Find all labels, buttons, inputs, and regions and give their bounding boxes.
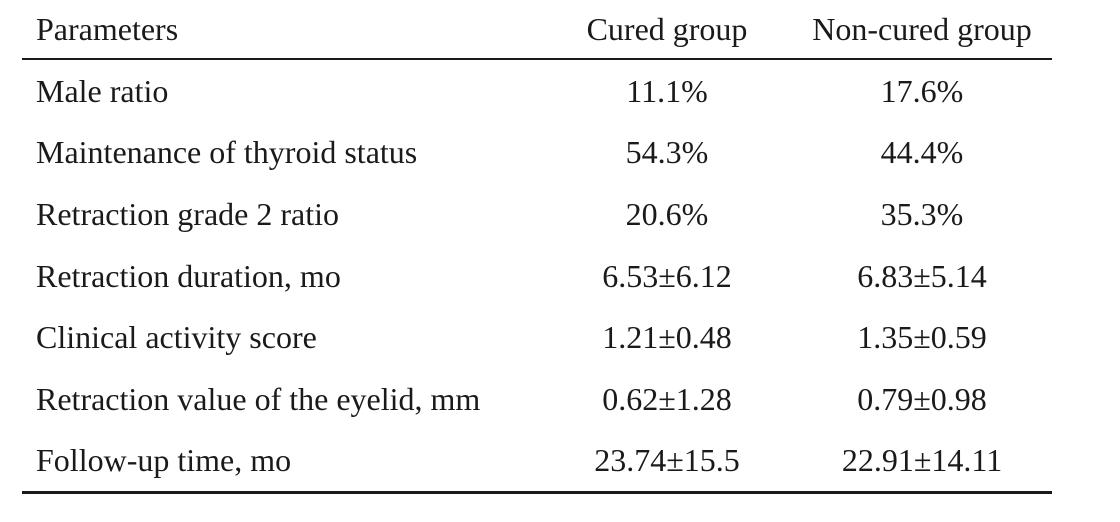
parameter-cell: Male ratio [36, 72, 169, 109]
non-cured-value-cell: 35.3% [880, 195, 964, 232]
cured-value-cell: 20.6% [625, 195, 709, 232]
table-row: Retraction grade 2 ratio 20.6% 35.3% [22, 183, 1052, 245]
table-row: Maintenance of thyroid status 54.3% 44.4… [22, 122, 1052, 184]
cured-value-cell: 0.62±1.28 [602, 380, 732, 417]
parameter-cell: Retraction value of the eyelid, mm [36, 380, 481, 417]
cured-value-cell: 11.1% [626, 72, 708, 109]
non-cured-value-cell: 6.83±5.14 [857, 257, 987, 294]
table-row: Clinical activity score 1.21±0.48 1.35±0… [22, 306, 1052, 368]
non-cured-value-cell: 17.6% [880, 72, 964, 109]
cured-value-cell: 54.3% [625, 134, 709, 171]
non-cured-value-cell: 44.4% [880, 134, 964, 171]
header-row: Parameters Cured group Non-cured group [22, 0, 1052, 60]
parameter-cell: Retraction grade 2 ratio [36, 195, 339, 232]
comparison-table-container: Parameters Cured group Non-cured group M… [22, 0, 1052, 495]
table-body: Male ratio 11.1% 17.6% Maintenance of th… [22, 59, 1052, 495]
header-cured-group: Cured group [542, 0, 792, 60]
comparison-table: Parameters Cured group Non-cured group M… [22, 0, 1052, 495]
cured-value-cell: 6.53±6.12 [602, 257, 732, 294]
header-parameters: Parameters [22, 0, 542, 60]
non-cured-value-cell: 22.91±14.11 [792, 429, 1052, 495]
table-row: Retraction value of the eyelid, mm 0.62±… [22, 368, 1052, 430]
table-row: Retraction duration, mo 6.53±6.12 6.83±5… [22, 245, 1052, 307]
table-row: Male ratio 11.1% 17.6% [22, 59, 1052, 122]
parameter-cell: Maintenance of thyroid status [36, 134, 418, 171]
cured-value-cell: 1.21±0.48 [602, 319, 732, 356]
parameter-cell: Retraction duration, mo [36, 257, 341, 294]
parameter-cell: Clinical activity score [36, 319, 317, 356]
cured-value-cell: 23.74±15.5 [542, 429, 792, 495]
parameter-cell: Follow-up time, mo [22, 429, 542, 495]
header-non-cured-group: Non-cured group [792, 0, 1052, 60]
non-cured-value-cell: 1.35±0.59 [857, 319, 987, 356]
table-header: Parameters Cured group Non-cured group [22, 0, 1052, 60]
table-row: Follow-up time, mo 23.74±15.5 22.91±14.1… [22, 429, 1052, 495]
non-cured-value-cell: 0.79±0.98 [857, 380, 987, 417]
